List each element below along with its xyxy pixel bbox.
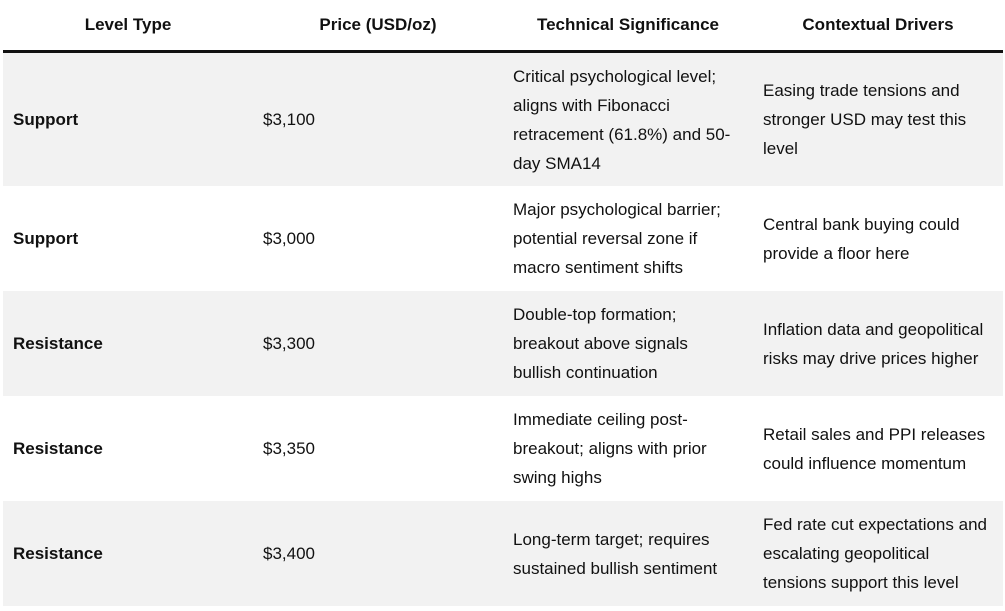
table-cell: Inflation data and geopolitical risks ma… (753, 291, 1003, 396)
table-cell: Double-top formation; breakout above sig… (503, 291, 753, 396)
table-cell: Resistance (3, 501, 253, 606)
table-row: Resistance $3,350 Immediate ceiling post-b… (3, 396, 1003, 501)
table-row: Resistance $3,300 Double-top formation; br… (3, 291, 1003, 396)
table-cell: $3,300 (253, 291, 503, 396)
table-cell: Support (3, 51, 253, 186)
table-cell: Long-term target; requires sustained bul… (503, 501, 753, 606)
header-cell: Contextual Drivers (753, 0, 1003, 53)
table-cell: Fed rate cut expectations and escalating… (753, 501, 1003, 606)
levels-table: Level Type Price (USD/oz) Technical Signif… (3, 0, 1003, 606)
table-row: Support $3,100 Critical psychological leve… (3, 51, 1003, 186)
header-row: Level Type Price (USD/oz) Technical Signif… (3, 0, 1003, 53)
table-cell: Critical psychological level; aligns wit… (503, 51, 753, 186)
table-cell: Retail sales and PPI releases could infl… (763, 424, 986, 473)
table-cell: $3,100 (253, 51, 503, 186)
table-cell: Resistance (3, 291, 253, 396)
table-body: Support $3,100 Critical psychological leve… (3, 51, 1003, 606)
table-row: Resistance $3,400 Long-term target; requir… (3, 501, 1003, 606)
table-cell: Central bank buying could provide a floo… (763, 214, 960, 263)
table-cell: $3,000 (263, 229, 315, 248)
table-cell: Support (13, 229, 79, 248)
table-cell: Immediate ceiling post-breakout; aligns … (513, 410, 707, 487)
table-row: Support $3,000 Major psychological barrier… (3, 186, 1003, 291)
table-cell: Resistance (13, 439, 103, 458)
header-cell: Price (USD/oz) (253, 0, 503, 53)
header-cell: Technical Significance (503, 0, 753, 53)
header-cell: Level Type (3, 0, 253, 53)
table-cell: $3,350 (263, 439, 315, 458)
table-cell: Easing trade tensions and stronger USD m… (753, 51, 1003, 186)
table-cell: $3,400 (253, 501, 503, 606)
table-cell: Major psychological barrier; potential r… (513, 200, 721, 277)
